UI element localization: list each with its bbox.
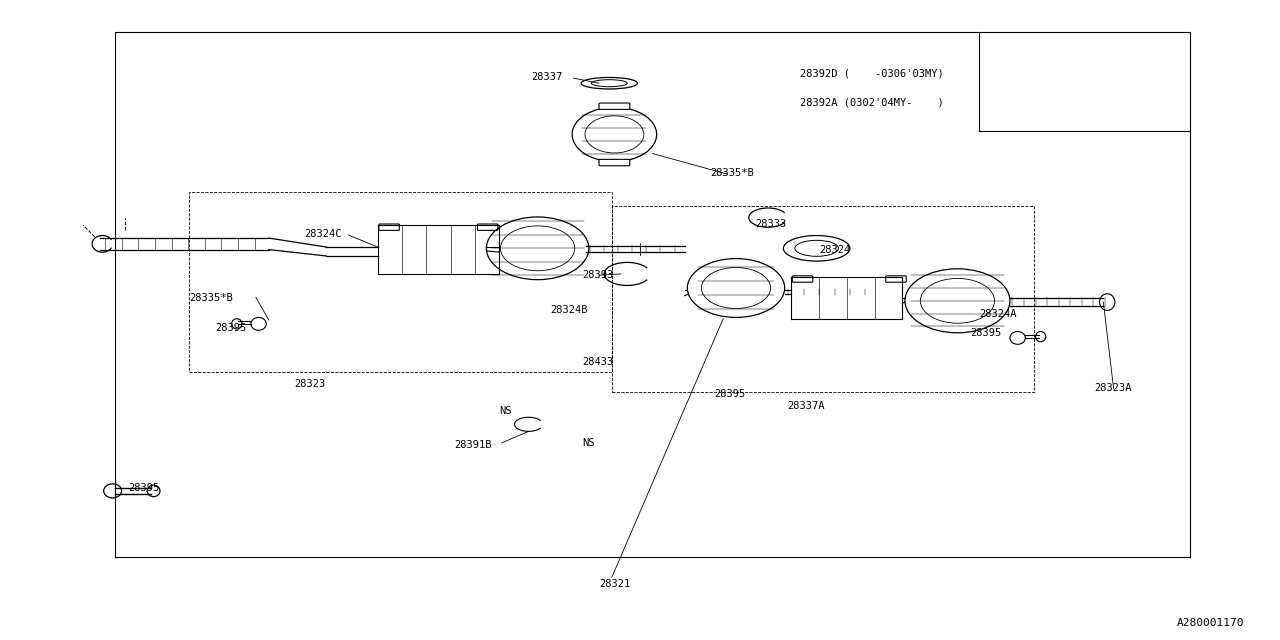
Text: 28392A (0302'04MY-    ): 28392A (0302'04MY- ) [800,97,943,108]
Text: 28324A: 28324A [979,308,1016,319]
FancyBboxPatch shape [886,276,906,282]
Text: 28393: 28393 [582,270,613,280]
Text: 28391B: 28391B [454,440,492,450]
Text: 28395: 28395 [970,328,1001,338]
FancyBboxPatch shape [599,159,630,166]
Text: 28333: 28333 [755,219,786,229]
Text: 28337: 28337 [531,72,562,82]
Text: 28321: 28321 [599,579,630,589]
Text: A280001170: A280001170 [1176,618,1244,628]
Text: 28335*B: 28335*B [189,292,233,303]
FancyBboxPatch shape [477,224,498,230]
Text: 28395: 28395 [714,388,745,399]
Text: 28395: 28395 [215,323,246,333]
Text: 28324B: 28324B [550,305,588,316]
Text: 28392D (    -0306'03MY): 28392D ( -0306'03MY) [800,68,943,79]
FancyBboxPatch shape [599,103,630,109]
Text: 28337A: 28337A [787,401,824,412]
Text: 28395: 28395 [128,483,159,493]
Text: 28323A: 28323A [1094,383,1132,394]
Text: 28433: 28433 [582,356,613,367]
Text: NS: NS [499,406,512,416]
Text: 28335*B: 28335*B [710,168,754,178]
FancyBboxPatch shape [379,224,399,230]
Text: 28323: 28323 [294,379,325,389]
FancyBboxPatch shape [792,276,813,282]
Text: NS: NS [582,438,595,448]
Text: 28324: 28324 [819,244,850,255]
Text: 28324C: 28324C [305,228,342,239]
